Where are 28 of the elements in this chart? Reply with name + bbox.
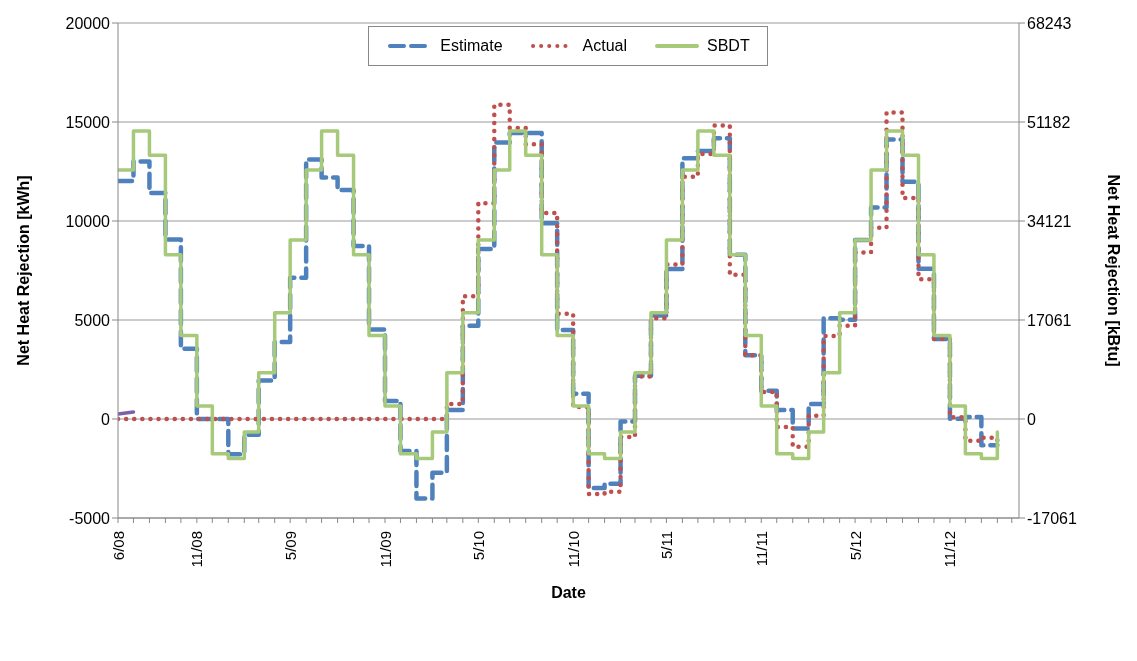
legend-label: Estimate	[440, 37, 503, 55]
x-tick-label: 5/12	[846, 531, 864, 561]
y-tick-label: -5000	[69, 509, 111, 527]
x-tick-label: 6/08	[109, 531, 127, 561]
y2-tick-label: -17061	[1027, 509, 1077, 527]
x-tick-label: 11/08	[188, 531, 206, 568]
y-tick-label: 20000	[65, 14, 111, 32]
x-tick-label: 11/11	[752, 531, 770, 567]
y2-tick-label: 17061	[1027, 311, 1072, 329]
y-tick-label: 5000	[74, 311, 111, 329]
legend-label: SBDT	[707, 37, 750, 55]
x-tick-label: 11/09	[376, 531, 394, 568]
y-tick-label: 10000	[65, 212, 111, 230]
y2-tick-label: 51182	[1027, 113, 1071, 131]
x-axis-title: Date	[551, 584, 586, 601]
legend-label: Actual	[582, 37, 628, 55]
x-tick-label: 11/10	[564, 531, 582, 568]
y-tick-label: 0	[101, 410, 111, 428]
y2-axis-title: Net Heat Rejection [kBtu]	[1105, 174, 1123, 367]
y2-tick-label: 0	[1027, 410, 1036, 428]
x-tick-label: 5/10	[469, 531, 487, 561]
y2-tick-label: 34121	[1027, 212, 1072, 230]
x-tick-label: 5/11	[657, 531, 675, 560]
y-tick-label: 15000	[65, 113, 111, 131]
x-tick-label: 11/12	[941, 531, 959, 568]
y2-tick-label: 68243	[1027, 14, 1072, 32]
x-tick-label: 5/09	[281, 531, 299, 561]
y-axis-title: Net Heat Rejection [kWh]	[14, 175, 32, 366]
